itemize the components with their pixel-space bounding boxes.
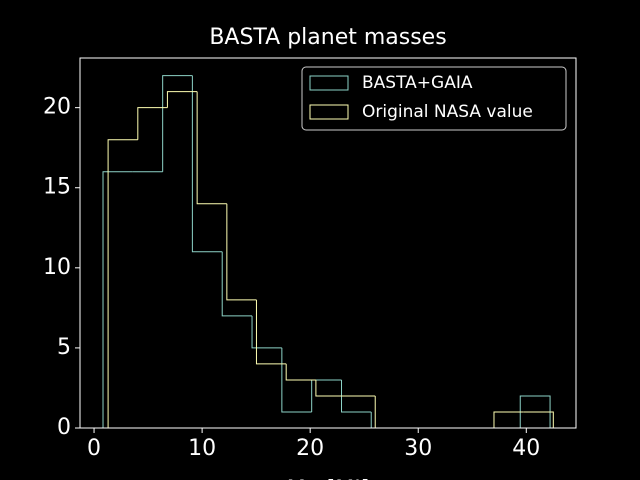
histogram-bin	[191, 75, 223, 253]
y-tick-label: 0	[57, 415, 71, 440]
histogram-bin	[281, 347, 312, 413]
y-tick-label: 5	[57, 335, 71, 360]
histogram-bin	[221, 251, 253, 317]
histogram-bin	[226, 203, 257, 301]
histogram-bin	[493, 411, 524, 428]
axes-frame	[79, 57, 577, 429]
histogram-bin	[285, 363, 316, 381]
histogram-bin	[341, 379, 372, 413]
histogram-bin	[251, 315, 282, 349]
x-tick-label: 40	[512, 436, 540, 461]
histogram-bin	[196, 91, 227, 205]
y-tick-label: 20	[43, 95, 71, 120]
y-tick-label: 15	[43, 175, 71, 200]
x-tick-label: 10	[188, 436, 216, 461]
legend-label: BASTA+GAIA	[362, 73, 473, 93]
histogram-bin	[162, 75, 193, 172]
x-tick-label: 0	[87, 436, 101, 461]
legend-swatch	[309, 75, 349, 91]
chart-title: BASTA planet masses	[209, 25, 446, 50]
x-tick-label: 30	[404, 436, 432, 461]
legend-swatch	[309, 104, 349, 120]
y-tick-label: 10	[43, 255, 71, 280]
histogram-bin	[166, 91, 198, 108]
histogram-bin	[107, 139, 138, 428]
x-tick-label: 20	[296, 436, 324, 461]
legend-label: Original NASA value	[362, 102, 533, 122]
histogram-bin	[315, 379, 346, 397]
legend-box	[301, 66, 567, 131]
x-axis-label: Mp [MJ]	[287, 477, 370, 480]
histogram-bin	[255, 299, 287, 365]
histogram-bin	[374, 395, 405, 429]
histogram-bin	[102, 171, 133, 428]
histogram-bin	[523, 411, 554, 428]
histogram-bin	[137, 107, 168, 140]
